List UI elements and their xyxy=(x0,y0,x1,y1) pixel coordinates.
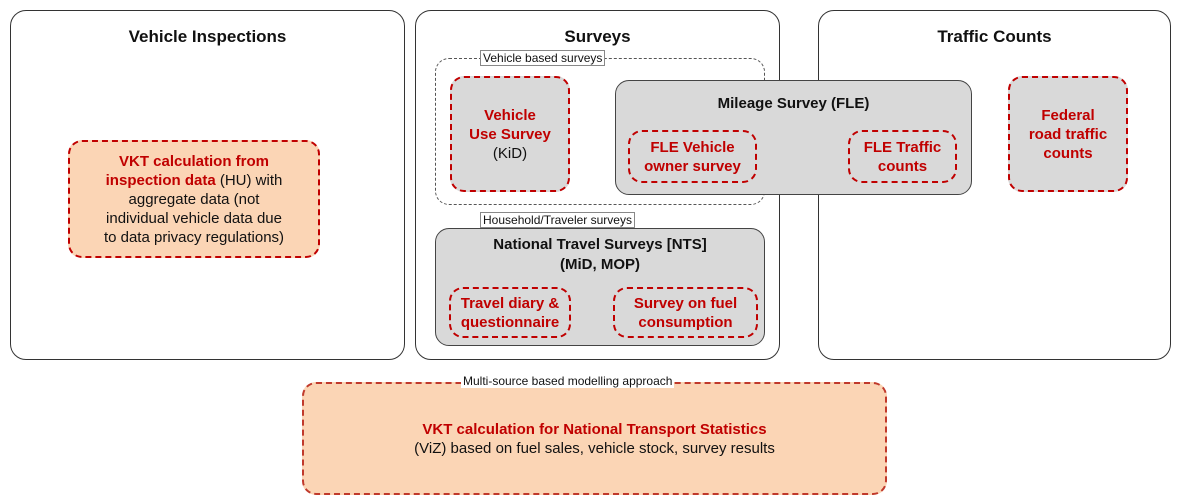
text-line: Survey on fuel xyxy=(634,294,737,313)
text: (HU) with xyxy=(215,171,283,189)
text-line: road traffic xyxy=(1029,125,1107,144)
text-line: individual vehicle data due xyxy=(106,209,282,228)
group-label: Household/Traveler surveys xyxy=(480,212,635,228)
traffic-box: Federal road traffic counts xyxy=(1008,76,1128,192)
text: aggregate data (not xyxy=(128,190,260,208)
text-line: inspection data (HU) with xyxy=(106,171,283,190)
text: questionnaire xyxy=(460,313,560,331)
survey-box: Vehicle Use Survey (KiD) xyxy=(450,76,570,192)
text-line: to data privacy regulations) xyxy=(104,228,284,247)
mileage-item: FLE Vehicle owner survey xyxy=(628,130,757,183)
text: Travel diary & xyxy=(460,294,560,312)
nts-title: (MiD, MOP) xyxy=(560,256,640,273)
nts-item: Survey on fuel consumption xyxy=(613,287,758,338)
nts-item: Travel diary & questionnaire xyxy=(449,287,571,338)
text-line: (ViZ) based on fuel sales, vehicle stock… xyxy=(414,439,775,458)
modelling-box: VKT calculation for National Transport S… xyxy=(302,382,887,495)
text: owner survey xyxy=(644,157,741,175)
text: (ViZ) based on fuel sales, vehicle stock… xyxy=(414,439,775,457)
text-line: Federal xyxy=(1041,106,1094,125)
mileage-item: FLE Traffic counts xyxy=(848,130,957,183)
text: to data privacy regulations) xyxy=(103,228,285,246)
text-line: Travel diary & xyxy=(461,294,559,313)
text: counts xyxy=(877,157,928,175)
text: (KiD) xyxy=(492,144,528,162)
text: road traffic xyxy=(1028,125,1108,143)
text-line: Use Survey xyxy=(469,125,551,144)
panel-title: Vehicle Inspections xyxy=(128,27,287,46)
text: inspection data xyxy=(105,171,216,189)
text: FLE Traffic xyxy=(863,138,942,156)
text: Vehicle xyxy=(484,106,536,124)
text-line: questionnaire xyxy=(461,313,559,332)
text-line: VKT calculation from xyxy=(119,152,269,171)
inspection-box: VKT calculation from inspection data (HU)… xyxy=(68,140,320,258)
text-line: counts xyxy=(1043,144,1092,163)
mileage-title: Mileage Survey (FLE) xyxy=(717,95,870,112)
text: individual vehicle data due xyxy=(106,209,282,227)
text-line: (KiD) xyxy=(493,144,527,163)
text: Federal xyxy=(1041,106,1095,124)
text-line: owner survey xyxy=(644,157,741,176)
text: VKT calculation for National Transport S… xyxy=(422,420,767,438)
text: Survey on fuel xyxy=(633,294,738,312)
text-line: FLE Vehicle xyxy=(650,138,734,157)
text: consumption xyxy=(638,313,733,331)
text-line: consumption xyxy=(638,313,732,332)
modelling-label: Multi-source based modelling approach xyxy=(461,374,675,388)
text-line: Vehicle xyxy=(484,106,536,125)
text-line: counts xyxy=(878,157,927,176)
text-line: aggregate data (not xyxy=(129,190,260,209)
panel-title: Surveys xyxy=(564,27,631,46)
panel-title: Traffic Counts xyxy=(937,27,1052,46)
text: Use Survey xyxy=(469,125,551,143)
text-line: VKT calculation for National Transport S… xyxy=(422,420,766,439)
text-line: FLE Traffic xyxy=(864,138,942,157)
group-label: Vehicle based surveys xyxy=(480,50,606,66)
text: FLE Vehicle xyxy=(650,138,735,156)
text: VKT calculation from xyxy=(118,152,270,170)
nts-title: National Travel Surveys [NTS] xyxy=(493,236,707,253)
text: counts xyxy=(1043,144,1093,162)
